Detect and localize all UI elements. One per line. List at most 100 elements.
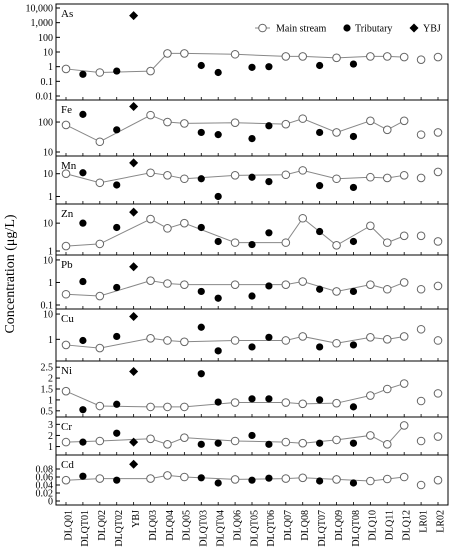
main-stream-point-Pb bbox=[180, 280, 189, 289]
tributary-point-Mn bbox=[265, 178, 273, 186]
x-tick-label: DLQ08 bbox=[300, 510, 311, 541]
main-stream-point-Fe bbox=[180, 119, 189, 128]
tributary-point-Cd bbox=[248, 476, 256, 484]
main-stream-point-Fe bbox=[298, 114, 308, 123]
tributary-point-Cd bbox=[265, 474, 273, 482]
x-tick-label: DLQT07 bbox=[317, 510, 328, 547]
x-tick-label: DLQ07 bbox=[283, 510, 294, 541]
main-stream-point-Cr bbox=[382, 440, 392, 449]
x-tick-label: DLQ12 bbox=[401, 510, 412, 541]
tributary-point-Pb bbox=[79, 277, 87, 286]
main-stream-point-Cd bbox=[230, 475, 240, 484]
y-tick-label-Ni: 2.5 bbox=[41, 363, 54, 374]
legend-ybj-marker bbox=[409, 23, 419, 33]
x-tick-label: DLQT04 bbox=[215, 510, 226, 547]
legend-main-stream-marker bbox=[258, 23, 267, 33]
tributary-point-Cr bbox=[79, 438, 87, 446]
tributary-point-As bbox=[316, 61, 324, 70]
main-stream-point-Pb bbox=[61, 289, 71, 299]
main-stream-point-Pb bbox=[332, 287, 341, 296]
y-tick-label-As: 100 bbox=[38, 33, 53, 44]
main-stream-point-Pb bbox=[298, 277, 308, 286]
tributary-point-Fe bbox=[316, 128, 324, 137]
y-tick-label-As: 0.1 bbox=[41, 77, 54, 88]
y-tick-label-Cd: 0.08 bbox=[36, 465, 54, 476]
main-stream-point-Pb bbox=[146, 276, 155, 285]
main-stream-point-Cr bbox=[298, 438, 308, 448]
x-tick-label: DLQ04 bbox=[165, 510, 176, 541]
main-stream-point-Cd bbox=[180, 472, 189, 482]
x-tick-label: DLQT01 bbox=[80, 510, 91, 547]
main-stream-point-Pb bbox=[382, 284, 392, 294]
main-stream-point-Cu bbox=[332, 338, 341, 348]
tributary-point-Mn bbox=[79, 169, 87, 177]
tributary-point-Cr bbox=[197, 440, 205, 448]
main-stream-point-Pb bbox=[399, 278, 409, 287]
tributary-point-Cu bbox=[214, 347, 222, 355]
tributary-point-Cd bbox=[214, 479, 222, 487]
tributary-point-Pb bbox=[113, 283, 121, 292]
ybj-point-Cd bbox=[129, 459, 139, 469]
y-tick-label-Pb: 1 bbox=[48, 278, 53, 289]
main-stream-point-Cd bbox=[382, 474, 392, 484]
y-tick-label-Cd: 0 bbox=[48, 497, 53, 508]
y-tick-label-Cr: 3 bbox=[48, 420, 53, 431]
main-stream-point-Cd bbox=[163, 471, 172, 480]
main-stream-point-Ni bbox=[399, 379, 409, 388]
x-tick-label: LR01 bbox=[418, 510, 429, 533]
main-stream-point-Ni bbox=[180, 402, 189, 412]
main-stream-point-Zn bbox=[298, 213, 308, 223]
x-tick-label: LR02 bbox=[435, 510, 446, 533]
main-stream-point-As bbox=[399, 52, 409, 62]
main-stream-point-Cu bbox=[95, 343, 105, 353]
tributary-point-Ni bbox=[316, 396, 324, 404]
tributary-point-Mn bbox=[316, 182, 324, 190]
main-stream-point-Cd bbox=[146, 474, 155, 483]
lr-point-Fe bbox=[433, 128, 443, 137]
main-stream-point-Fe bbox=[163, 117, 172, 127]
y-tick-label-Cr: 1 bbox=[48, 442, 53, 453]
y-tick-label-Cu: 10 bbox=[43, 310, 53, 321]
main-stream-point-Cd bbox=[366, 476, 375, 486]
main-stream-point-As bbox=[163, 49, 172, 58]
main-stream-point-Fe bbox=[146, 110, 155, 120]
y-tick-label-Fe: 10 bbox=[43, 148, 53, 159]
y-tick-label-Ni: 1 bbox=[48, 395, 53, 406]
main-stream-point-Ni bbox=[281, 398, 291, 407]
x-tick-label: DLQT03 bbox=[199, 510, 210, 547]
tributary-point-As bbox=[113, 67, 121, 75]
y-tick-label-Pb: 10 bbox=[43, 255, 53, 266]
tributary-point-Cd bbox=[349, 479, 358, 487]
tributary-point-Zn bbox=[265, 229, 273, 237]
main-stream-point-As bbox=[281, 52, 291, 61]
tributary-point-Pb bbox=[349, 287, 358, 296]
main-stream-point-Zn bbox=[61, 241, 71, 251]
y-tick-label-Zn: 10 bbox=[43, 219, 53, 230]
main-stream-point-Zn bbox=[180, 218, 189, 228]
y-tick-label-Cd: 0.02 bbox=[36, 489, 54, 500]
tributary-point-Fe bbox=[214, 131, 222, 139]
lr-point-Mn bbox=[433, 167, 443, 177]
main-stream-point-Mn bbox=[163, 171, 172, 180]
main-stream-point-Ni bbox=[95, 401, 105, 411]
main-stream-point-Zn bbox=[382, 238, 392, 247]
main-stream-point-Cu bbox=[230, 336, 240, 345]
main-stream-point-Cu bbox=[298, 332, 308, 341]
main-stream-point-Pb bbox=[95, 291, 105, 301]
legend-label-main-stream: Main stream bbox=[276, 24, 326, 35]
tributary-point-Zn bbox=[113, 223, 121, 232]
tributary-point-Ni bbox=[248, 395, 256, 403]
main-stream-point-Cr bbox=[230, 436, 240, 446]
tributary-point-Ni bbox=[113, 400, 121, 408]
x-tick-label: DLQ05 bbox=[182, 510, 193, 541]
lr-point-Pb bbox=[433, 281, 443, 291]
main-stream-point-Cu bbox=[163, 336, 172, 345]
main-stream-point-Cr bbox=[163, 440, 172, 449]
main-stream-point-Cu bbox=[366, 333, 375, 342]
main-stream-point-Mn bbox=[95, 178, 105, 188]
main-stream-point-As bbox=[95, 68, 105, 77]
main-stream-point-Fe bbox=[366, 116, 375, 126]
lr-point-Mn bbox=[416, 173, 426, 183]
main-stream-point-Zn bbox=[332, 241, 341, 250]
tributary-point-Ni bbox=[214, 398, 222, 406]
